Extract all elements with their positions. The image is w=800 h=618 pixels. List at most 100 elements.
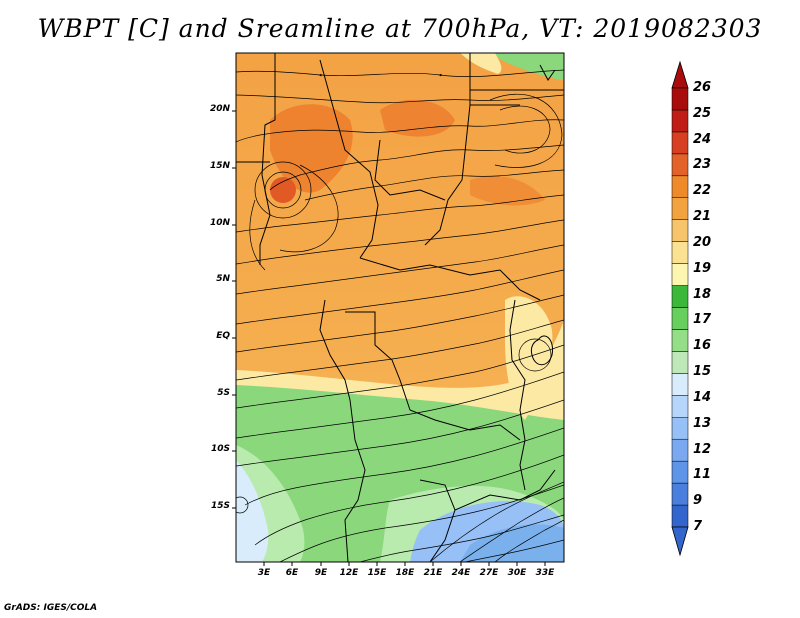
lat-label: 20N — [209, 104, 230, 114]
border-line — [319, 299, 351, 401]
colorbar-segment — [671, 329, 689, 352]
hot-spot-west — [270, 104, 353, 193]
colorbar-segment — [671, 438, 689, 462]
streamline — [489, 93, 563, 168]
streamline — [236, 399, 564, 467]
streamline — [236, 119, 564, 143]
streamline — [236, 319, 564, 381]
streamline — [236, 294, 564, 353]
vortex-ring — [236, 496, 249, 514]
colorbar-label: 21 — [693, 209, 712, 225]
country-borders — [236, 53, 564, 562]
pale-blue-southwest — [236, 460, 269, 562]
streamline — [249, 199, 266, 271]
colorbar-segment — [671, 263, 689, 286]
border-line — [509, 299, 526, 441]
colorbar-segment — [671, 131, 689, 155]
colorbar-segment — [671, 87, 689, 111]
colorbar-label: 9 — [693, 493, 703, 509]
colorbar-segment — [671, 307, 689, 330]
lon-label: 6E — [285, 568, 299, 578]
colorbar-label: 14 — [693, 389, 712, 405]
colorbar-label: 11 — [693, 467, 712, 483]
colorbar-label: 22 — [693, 183, 712, 199]
colorbar-label: 15 — [693, 364, 712, 380]
colorbar-bottom-arrow — [671, 526, 689, 557]
border-line — [424, 53, 471, 246]
border-line — [345, 311, 411, 411]
border-line — [344, 399, 366, 562]
lat-label: 15N — [209, 161, 230, 171]
colorbar-label: 20 — [693, 234, 712, 250]
lon-label: 3E — [257, 568, 271, 578]
map-frame — [235, 52, 565, 563]
streamline — [236, 371, 564, 439]
streamline — [279, 484, 564, 562]
streamline — [279, 164, 339, 253]
vortex-ring — [518, 338, 552, 372]
colorbar-segment — [671, 219, 689, 242]
streamline — [236, 69, 564, 77]
wbpt-shading — [236, 53, 564, 562]
colorbar-label: 12 — [693, 441, 712, 457]
lon-label: 18E — [395, 568, 415, 578]
colorbar-label: 25 — [693, 105, 712, 121]
colorbar-segment — [671, 504, 689, 528]
lon-label: 21E — [423, 568, 443, 578]
streamline — [236, 269, 564, 325]
streamline — [464, 539, 564, 562]
lon-label: 27E — [479, 568, 499, 578]
colorbar-label: 7 — [693, 519, 703, 534]
colorbar-label: 16 — [693, 338, 712, 354]
vortex-ring — [254, 161, 312, 219]
lake-outline — [530, 335, 554, 366]
streamline — [236, 219, 564, 265]
colorbar-segment — [671, 460, 689, 484]
colorbar-segment — [671, 351, 689, 374]
border-line — [454, 469, 556, 511]
lon-label: 12E — [339, 568, 359, 578]
lon-label: 24E — [451, 568, 471, 578]
streamline — [236, 194, 564, 233]
colorbar-segment — [671, 482, 689, 506]
colorbar — [671, 60, 689, 557]
border-line — [319, 59, 379, 259]
streamline — [269, 144, 564, 191]
lat-label: EQ — [216, 331, 230, 341]
colorbar-label: 23 — [693, 157, 712, 173]
colorbar-segment — [671, 417, 689, 440]
colorbar-segment — [671, 395, 689, 418]
colorbar-segment — [671, 241, 689, 264]
green-corner-north — [490, 53, 564, 80]
colorbar-segment — [671, 197, 689, 220]
border-line — [374, 139, 446, 201]
yellow-lake-region — [505, 296, 553, 420]
streamline — [459, 497, 564, 562]
colorbar-label: 17 — [693, 312, 712, 328]
streamline — [244, 427, 564, 506]
streamline — [359, 514, 564, 562]
lat-label: 10N — [209, 218, 230, 228]
streamline — [254, 454, 564, 546]
border-line — [409, 409, 521, 441]
colorbar-label: 26 — [693, 80, 712, 95]
lon-label: 33E — [535, 568, 555, 578]
hot-core — [270, 177, 296, 203]
colorbar-segment — [671, 109, 689, 133]
border-line — [259, 53, 276, 265]
streamline — [236, 244, 564, 295]
colorbar-label: 18 — [693, 286, 712, 302]
colorbar-label: 19 — [693, 260, 712, 276]
colorbar-top-arrow — [671, 60, 689, 89]
border-line — [359, 257, 541, 301]
lat-label: 15S — [210, 501, 230, 511]
streamline — [236, 344, 564, 409]
streamline — [429, 481, 564, 562]
colorbar-segment — [671, 285, 689, 308]
lat-label: 5N — [216, 274, 230, 284]
map-title: WBPT [C] and Sreamline at 700hPa, VT: 20… — [37, 14, 763, 43]
lat-label: 5S — [217, 388, 230, 398]
colorbar-segment — [671, 373, 689, 396]
colorbar-segment — [671, 153, 689, 177]
